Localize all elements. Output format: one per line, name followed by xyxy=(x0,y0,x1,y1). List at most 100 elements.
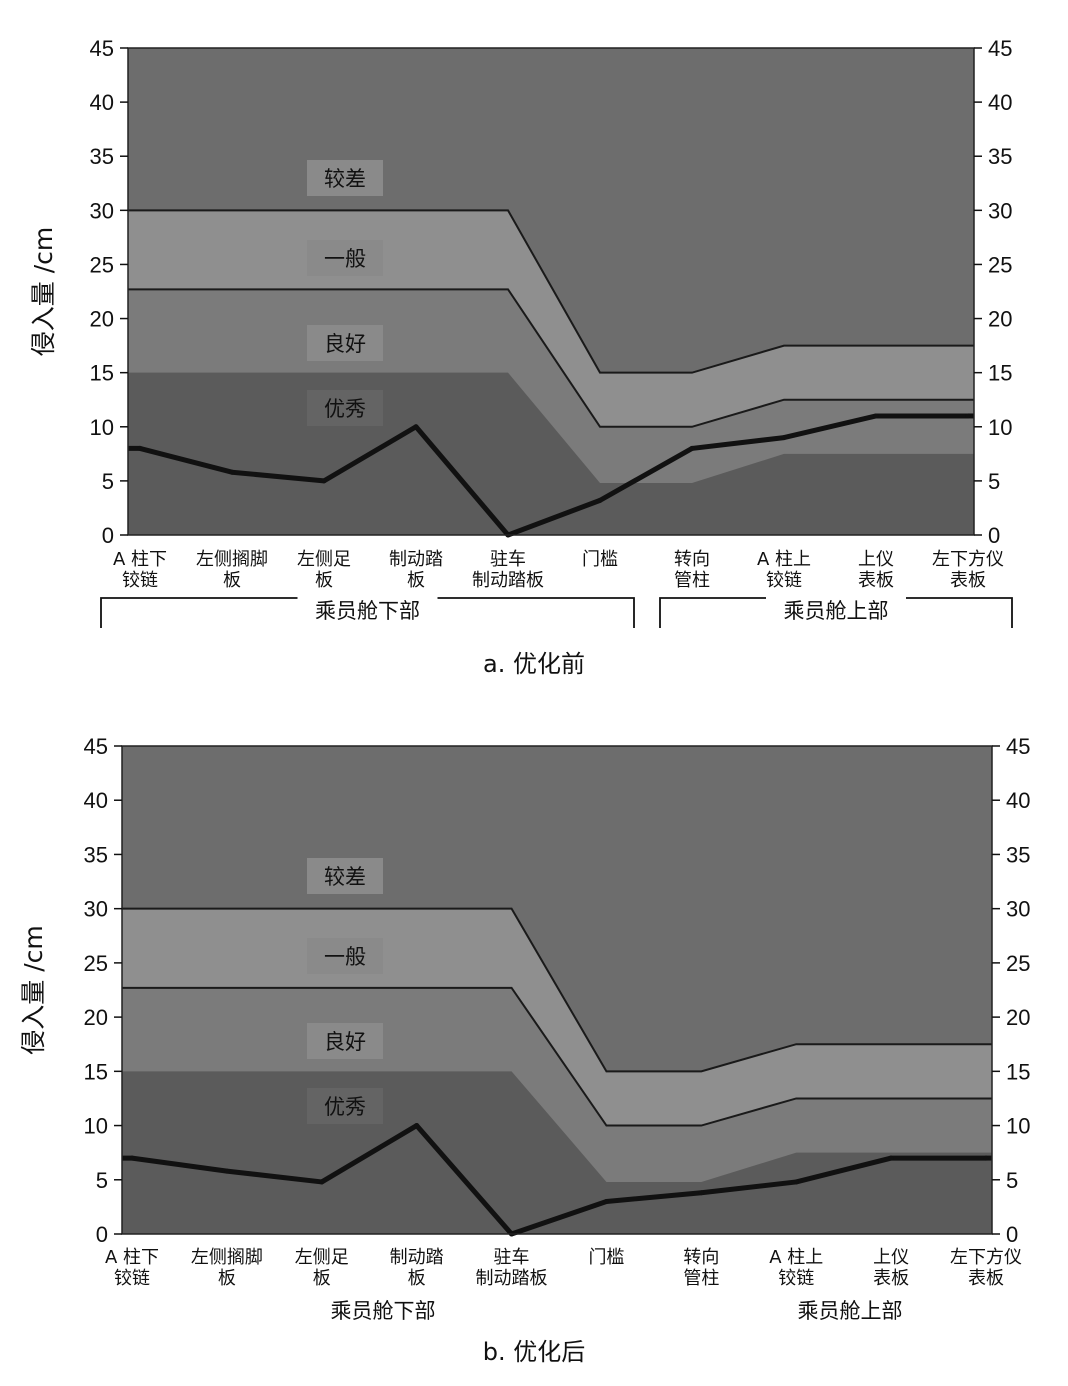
zone-label-excellent-box xyxy=(307,1088,383,1124)
zone-label-poor-box xyxy=(307,160,383,196)
y-tick-label-right: 30 xyxy=(988,198,1012,223)
chart-caption: b. 优化后 xyxy=(483,1338,586,1366)
x-tick-label: 左侧搁脚板 xyxy=(191,1247,263,1289)
series-point xyxy=(129,1155,135,1161)
y-tick-label-right: 0 xyxy=(1006,1222,1018,1247)
series-point xyxy=(793,1179,799,1185)
series-point xyxy=(414,1123,420,1129)
series-point xyxy=(413,424,419,430)
y-tick-label-left: 0 xyxy=(102,523,114,548)
x-tick-label: 制动踏板 xyxy=(390,1247,444,1289)
x-tick-label: 转向管柱 xyxy=(683,1247,719,1289)
y-tick-label-right: 25 xyxy=(1006,951,1030,976)
zone-label-excellent: 优秀 xyxy=(324,1095,366,1119)
x-tick-label: 驻车制动踏板 xyxy=(476,1247,548,1289)
plot-frame xyxy=(127,47,975,536)
y-tick-label-right: 35 xyxy=(988,144,1012,169)
y-tick-label-right: 45 xyxy=(1006,734,1030,759)
y-tick-label-left: 30 xyxy=(90,198,114,223)
y-tick-label-right: 45 xyxy=(988,36,1012,61)
boundary-line-good xyxy=(128,288,974,428)
y-tick-label-left: 5 xyxy=(96,1168,108,1193)
plot-frame xyxy=(121,745,993,1235)
series-point xyxy=(698,1190,704,1196)
y-tick-label-left: 0 xyxy=(96,1222,108,1247)
y-tick-label-left: 15 xyxy=(84,1059,108,1084)
y-tick-label-left: 15 xyxy=(90,361,114,386)
boundary-line-fair xyxy=(122,907,992,1073)
x-tick-label: A 柱下铰链 xyxy=(105,1247,159,1289)
zone-label-excellent-box xyxy=(307,390,383,426)
x-tick-label: 门槛 xyxy=(588,1247,624,1268)
zone-label-poor: 较差 xyxy=(324,865,366,889)
series-point xyxy=(137,445,143,451)
series-point xyxy=(965,413,971,419)
y-tick-label-right: 20 xyxy=(1006,1005,1030,1030)
y-tick-label-right: 15 xyxy=(988,361,1012,386)
zone-label-poor: 较差 xyxy=(324,167,366,191)
y-tick-label-right: 10 xyxy=(988,415,1012,440)
series-point xyxy=(983,1155,989,1161)
x-tick-label: 转向管柱 xyxy=(674,549,710,591)
x-tick-label: A 柱上铰链 xyxy=(769,1247,823,1289)
series-point xyxy=(319,1179,325,1185)
y-tick-label-left: 25 xyxy=(90,252,114,277)
series-point xyxy=(689,445,695,451)
x-tick-label: 门槛 xyxy=(582,549,618,570)
x-tick-label: A 柱上铰链 xyxy=(757,549,811,591)
x-tick-label: 左下方仪表板 xyxy=(932,549,1004,591)
x-tick-label: 左侧搁脚板 xyxy=(196,549,268,591)
y-axis-label: 侵入量 /cm xyxy=(19,925,48,1054)
zone-label-good-box xyxy=(307,1023,383,1059)
y-tick-label-left: 10 xyxy=(84,1114,108,1139)
series-point xyxy=(229,469,235,475)
zone-label-good-box xyxy=(307,325,383,361)
series-point xyxy=(873,413,879,419)
zone-label-fair: 一般 xyxy=(324,247,366,271)
series-point xyxy=(781,435,787,441)
y-tick-label-left: 45 xyxy=(90,36,114,61)
zone-label-fair-box xyxy=(307,240,383,276)
y-tick-label-right: 40 xyxy=(988,90,1012,115)
y-tick-label-right: 25 xyxy=(988,252,1012,277)
series-point xyxy=(603,1198,609,1204)
x-tick-label: 左侧足板 xyxy=(297,549,351,591)
y-tick-label-left: 40 xyxy=(84,788,108,813)
group-label: 乘员舱下部 xyxy=(331,1299,436,1323)
zone-label-excellent: 优秀 xyxy=(324,397,366,421)
series-point xyxy=(321,478,327,484)
y-axis-label: 侵入量 /cm xyxy=(29,227,58,356)
zone-label-good: 良好 xyxy=(324,332,366,356)
y-tick-label-right: 5 xyxy=(1006,1168,1018,1193)
y-tick-label-left: 35 xyxy=(90,144,114,169)
group-label: 乘员舱上部 xyxy=(784,599,889,623)
x-tick-label: 左侧足板 xyxy=(295,1247,349,1289)
y-tick-label-right: 5 xyxy=(988,469,1000,494)
series-point xyxy=(224,1168,230,1174)
x-tick-label: 上仪表板 xyxy=(873,1247,909,1289)
y-tick-label-left: 10 xyxy=(90,415,114,440)
y-tick-label-left: 5 xyxy=(102,469,114,494)
zone-label-poor-box xyxy=(307,858,383,894)
x-tick-label: 制动踏板 xyxy=(389,549,443,591)
group-bracket-gap xyxy=(297,594,438,604)
y-tick-label-right: 35 xyxy=(1006,842,1030,867)
y-tick-label-right: 10 xyxy=(1006,1114,1030,1139)
y-tick-label-left: 20 xyxy=(90,307,114,332)
series-point xyxy=(597,497,603,503)
y-tick-label-left: 45 xyxy=(84,734,108,759)
y-tick-label-right: 30 xyxy=(1006,897,1030,922)
y-tick-label-right: 20 xyxy=(988,307,1012,332)
boundary-line-fair xyxy=(128,209,974,374)
zone-label-fair-box xyxy=(307,938,383,974)
y-tick-label-left: 35 xyxy=(84,842,108,867)
y-tick-label-left: 25 xyxy=(84,951,108,976)
y-tick-label-right: 15 xyxy=(1006,1059,1030,1084)
zone-label-fair: 一般 xyxy=(324,945,366,969)
x-tick-label: 左下方仪表板 xyxy=(950,1247,1022,1289)
series-point xyxy=(888,1155,894,1161)
x-tick-label: 驻车制动踏板 xyxy=(472,549,544,591)
group-label: 乘员舱上部 xyxy=(798,1299,903,1323)
